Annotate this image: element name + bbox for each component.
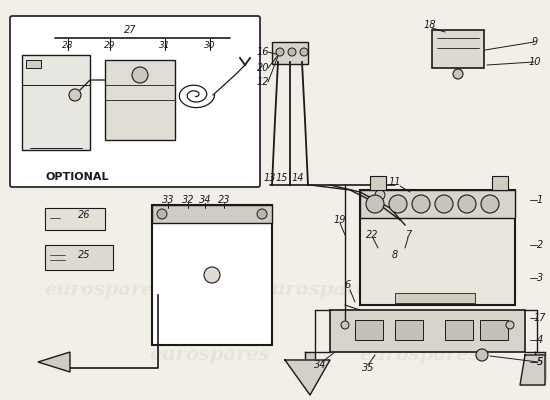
Polygon shape — [520, 355, 545, 385]
Text: 8: 8 — [392, 250, 398, 260]
Bar — [105, 60, 175, 140]
Text: 31: 31 — [160, 40, 170, 50]
Text: OPTIONAL: OPTIONAL — [45, 172, 108, 182]
Circle shape — [453, 69, 463, 79]
Text: 4: 4 — [537, 335, 543, 345]
Text: 19: 19 — [334, 215, 346, 225]
Circle shape — [288, 48, 296, 56]
Circle shape — [300, 48, 308, 56]
Text: 28: 28 — [62, 40, 74, 50]
Polygon shape — [285, 360, 330, 395]
Bar — [395, 320, 423, 340]
Bar — [355, 320, 383, 340]
Text: eurospares: eurospares — [45, 281, 166, 299]
Text: 17: 17 — [534, 313, 546, 323]
Text: eurospares: eurospares — [360, 346, 480, 364]
Circle shape — [435, 195, 453, 213]
Bar — [445, 320, 473, 340]
Text: 29: 29 — [104, 40, 116, 50]
Circle shape — [257, 209, 267, 219]
Bar — [432, 30, 484, 68]
Text: 25: 25 — [78, 250, 91, 260]
Text: 14: 14 — [292, 173, 304, 183]
Text: 27: 27 — [124, 25, 136, 35]
Bar — [395, 293, 475, 303]
Circle shape — [132, 67, 148, 83]
Polygon shape — [38, 352, 70, 372]
Bar — [360, 190, 515, 305]
Circle shape — [366, 195, 384, 213]
Polygon shape — [535, 352, 545, 380]
Bar — [480, 320, 508, 340]
Text: 16: 16 — [257, 47, 270, 57]
Bar — [22, 55, 90, 150]
Circle shape — [458, 195, 476, 213]
Circle shape — [481, 195, 499, 213]
FancyBboxPatch shape — [10, 16, 260, 187]
Circle shape — [157, 209, 167, 219]
Text: 20: 20 — [257, 63, 270, 73]
Text: 26: 26 — [78, 210, 91, 220]
Text: eurospares: eurospares — [150, 346, 270, 364]
Text: 9: 9 — [532, 37, 538, 47]
Bar — [152, 205, 272, 223]
Text: 34: 34 — [199, 195, 211, 205]
Circle shape — [276, 48, 284, 56]
Text: 12: 12 — [257, 77, 270, 87]
Bar — [330, 310, 525, 352]
Bar — [152, 205, 272, 345]
Text: 34: 34 — [314, 360, 326, 370]
Circle shape — [476, 349, 488, 361]
Circle shape — [412, 195, 430, 213]
Text: 1: 1 — [537, 195, 543, 205]
Text: 22: 22 — [366, 230, 378, 240]
Text: 5: 5 — [537, 357, 543, 367]
Text: 32: 32 — [182, 195, 194, 205]
Text: 11: 11 — [389, 177, 402, 187]
Circle shape — [341, 321, 349, 329]
Text: 33: 33 — [162, 195, 174, 205]
Text: 2: 2 — [537, 240, 543, 250]
Polygon shape — [305, 352, 315, 380]
Bar — [26, 60, 41, 68]
FancyBboxPatch shape — [492, 176, 508, 190]
Text: 30: 30 — [204, 40, 216, 50]
Text: 15: 15 — [276, 173, 288, 183]
Text: 35: 35 — [362, 363, 374, 373]
Text: 7: 7 — [405, 230, 411, 240]
Circle shape — [69, 89, 81, 101]
Circle shape — [375, 190, 385, 200]
Text: 3: 3 — [537, 273, 543, 283]
Text: 13: 13 — [264, 173, 276, 183]
Text: 5: 5 — [537, 357, 543, 367]
Bar — [360, 190, 515, 218]
Bar — [45, 208, 105, 230]
Bar — [45, 245, 113, 270]
Circle shape — [506, 321, 514, 329]
Text: eurospares: eurospares — [260, 281, 380, 299]
FancyBboxPatch shape — [370, 176, 386, 190]
Bar — [272, 42, 308, 64]
Circle shape — [204, 267, 220, 283]
Text: 6: 6 — [345, 280, 351, 290]
Text: 10: 10 — [529, 57, 541, 67]
Text: 18: 18 — [424, 20, 436, 30]
Text: 23: 23 — [218, 195, 230, 205]
Circle shape — [389, 195, 407, 213]
